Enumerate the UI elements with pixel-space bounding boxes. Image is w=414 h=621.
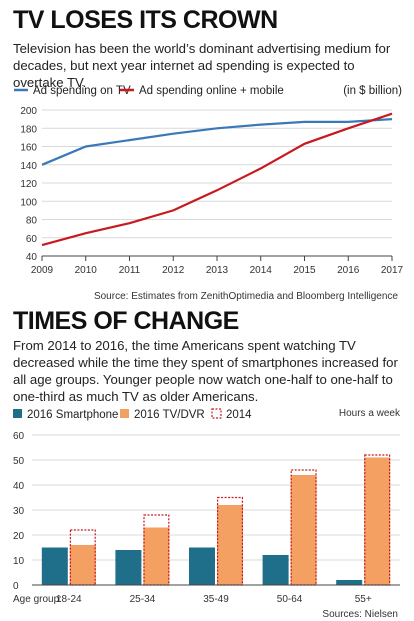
x-tick-label: 2012	[162, 265, 185, 276]
x-tick-label: 2017	[381, 265, 404, 276]
bar-smartphone	[41, 547, 68, 585]
x-tick-label: 50-64	[277, 594, 303, 605]
bar-tv-dvr	[217, 505, 243, 585]
legend-swatch-tv-dvr	[120, 409, 129, 418]
line-chart-series	[41, 112, 393, 247]
y-tick-label: 140	[20, 161, 37, 172]
y-tick-label: 40	[26, 252, 38, 263]
y-tick-label: 160	[20, 143, 37, 154]
chart1-source: Source: Estimates from ZenithOptimedia a…	[94, 291, 398, 302]
chart1-description: Television has been the world’s dominant…	[13, 41, 391, 90]
chart2-description: From 2014 to 2016, the time Americans sp…	[13, 338, 398, 404]
x-tick-label: 2011	[119, 265, 141, 276]
chart1-title: TV LOSES ITS CROWN	[13, 6, 278, 34]
x-tick-label: 2013	[206, 265, 229, 276]
bar-2014-outline	[364, 454, 391, 586]
series-line-online	[41, 112, 393, 247]
x-tick-label: 2014	[250, 265, 273, 276]
bar-2014-outline	[217, 496, 244, 586]
bar-chart-legend: 2016 Smartphone 2016 TV/DVR 2014	[13, 408, 252, 421]
bar-chart-bars	[41, 454, 391, 586]
y-tick-label: 40	[13, 481, 25, 492]
legend-swatch-smartphone	[13, 409, 22, 418]
x-tick-label: 18-24	[56, 594, 82, 605]
line-chart-grid	[42, 109, 392, 257]
series-line-tv	[41, 118, 393, 166]
y-tick-label: 200	[20, 106, 37, 117]
x-tick-label: 2009	[31, 265, 54, 276]
x-tick-label: 2015	[293, 265, 316, 276]
bar-smartphone	[189, 547, 215, 585]
x-tick-label: 2016	[337, 265, 360, 276]
bar-smartphone	[336, 580, 363, 585]
x-tick-label: 25-34	[130, 594, 156, 605]
chart2-source: Sources: Nielsen	[322, 609, 398, 620]
legend-label-online: Ad spending online + mobile	[139, 85, 284, 97]
y-tick-label: 50	[13, 456, 25, 467]
y-tick-label: 20	[13, 531, 25, 542]
chart1-unit-label: (in $ billion)	[343, 85, 402, 97]
y-tick-label: 80	[26, 216, 38, 227]
legend-label-smartphone: 2016 Smartphone	[27, 409, 118, 421]
y-tick-label: 10	[13, 556, 25, 567]
y-tick-label: 0	[13, 581, 19, 592]
legend-label-2014: 2014	[226, 409, 252, 421]
chart2-title: TIMES OF CHANGE	[13, 307, 239, 335]
legend-label-tv: Ad spending on TV	[33, 85, 131, 97]
bar-smartphone	[115, 550, 142, 585]
bar-tv-dvr	[69, 545, 96, 585]
legend-label-tv-dvr: 2016 TV/DVR	[134, 409, 205, 421]
bar-2014-outline	[143, 514, 170, 586]
bar-chart-axes: 0 10 20 30 40 50 60 18-24 25-34 35-49 50-64 55+	[13, 431, 400, 605]
line-chart: Ad spending on TV Ad spending online + m…	[14, 85, 404, 302]
age-group-label: Age group:	[13, 594, 62, 605]
x-tick-label: 2010	[75, 265, 98, 276]
bar-smartphone	[262, 555, 289, 585]
bar-tv-dvr	[364, 457, 391, 585]
bar-chart: 2016 Smartphone 2016 TV/DVR 2014 Hours a…	[13, 408, 401, 620]
y-tick-label: 180	[20, 124, 37, 135]
chart2-unit-label: Hours a week	[339, 408, 401, 419]
legend-swatch-2014	[211, 408, 222, 419]
y-tick-label: 100	[20, 197, 37, 208]
y-tick-label: 60	[26, 234, 38, 245]
bar-tv-dvr	[143, 527, 170, 585]
y-tick-label: 30	[13, 506, 25, 517]
y-tick-label: 120	[20, 179, 37, 190]
y-tick-label: 60	[13, 431, 25, 442]
line-chart-axes: 40 60 80 100 120 140 160 180 200 2009 2010 2011 2012…	[20, 106, 403, 276]
line-chart-legend: Ad spending on TV Ad spending online + m…	[14, 85, 284, 97]
x-tick-label: 55+	[355, 594, 372, 605]
bar-tv-dvr	[290, 475, 317, 585]
x-tick-label: 35-49	[203, 594, 229, 605]
